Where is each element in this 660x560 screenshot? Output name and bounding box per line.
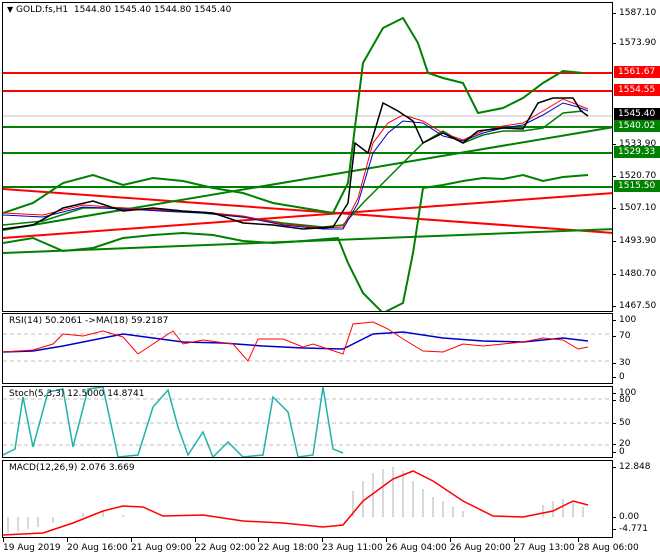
macd-axis: 12.848 0.00 -4.771: [611, 460, 660, 538]
macd-panel[interactable]: MACD(12,26,9) 2.076 3.669: [2, 460, 613, 538]
symbol-label: GOLD.fs,H1: [16, 5, 69, 15]
price-plot: [3, 16, 612, 311]
stochastic-title: Stoch(5,3,3) 12.5000 14.8741: [9, 389, 145, 399]
rsi-panel[interactable]: RSI(14) 50.2061 ->MA(18) 59.2187: [2, 313, 613, 384]
rsi-plot: [3, 321, 612, 362]
stochastic-plot: [3, 387, 612, 457]
stochastic-axis: 100 80 50 20 0: [611, 386, 660, 458]
price-label-resistance-1: 1561.67: [614, 66, 660, 78]
rsi-title: RSI(14) 50.2061 ->MA(18) 59.2187: [9, 316, 169, 326]
price-chart-panel[interactable]: ▼ GOLD.fs,H1 1544.80 1545.40 1544.80 154…: [2, 2, 613, 312]
dropdown-triangle-icon[interactable]: ▼: [7, 5, 14, 14]
price-label-support-2: 1529.33: [614, 146, 660, 158]
price-label-support-1: 1540.02: [614, 120, 660, 132]
ohlc-values: 1544.80 1545.40 1544.80 1545.40: [73, 5, 232, 15]
macd-plot: [3, 467, 589, 536]
rsi-axis: 100 70 30 0: [611, 313, 660, 384]
price-axis: 1587.10 1573.90 1533.90 1520.70 1507.10 …: [611, 0, 660, 312]
price-label-support-3: 1515.50: [614, 180, 660, 192]
stochastic-panel[interactable]: Stoch(5,3,3) 12.5000 14.8741: [2, 386, 613, 458]
macd-title: MACD(12,26,9) 2.076 3.669: [9, 463, 135, 473]
price-label-resistance-2: 1554.55: [614, 84, 660, 96]
chart-title: ▼ GOLD.fs,H1 1544.80 1545.40 1544.80 154…: [7, 5, 231, 15]
price-label-current: 1545.40: [614, 108, 660, 120]
